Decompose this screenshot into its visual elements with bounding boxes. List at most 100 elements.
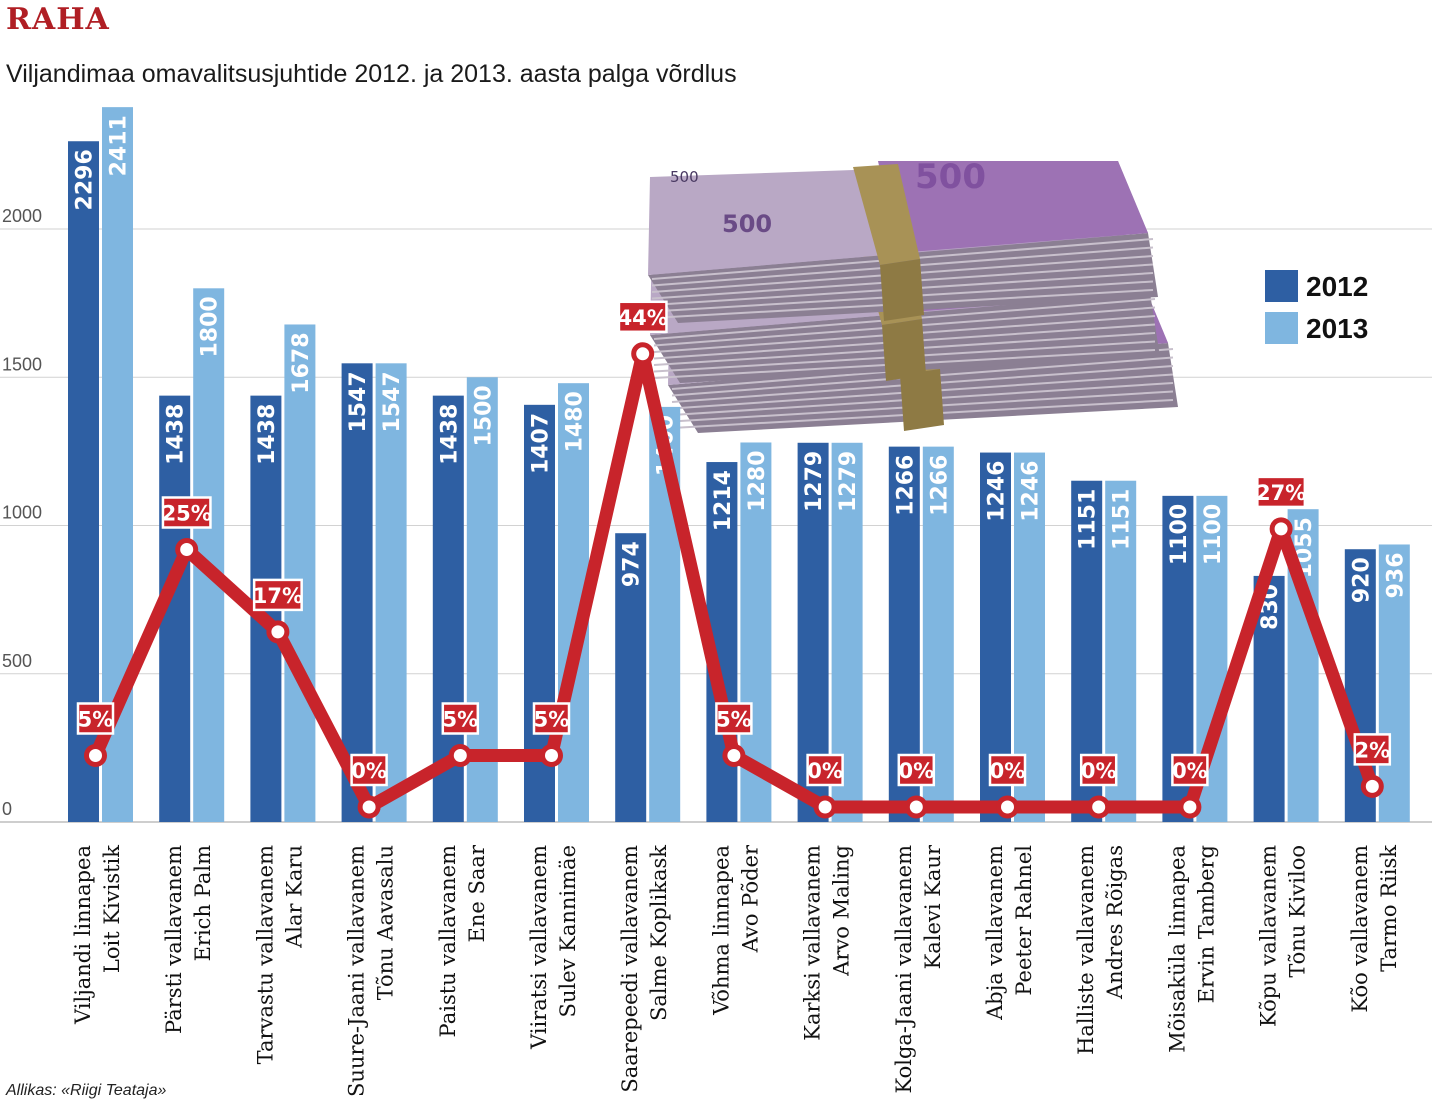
category-label: Peeter Rahnel [1012,845,1036,996]
change-label-text: 0% [1172,759,1208,783]
category-label: Viljandi linnapea [71,845,95,1025]
category-label: Ervin Tamberg [1194,845,1218,1003]
y-tick-label: 0 [2,799,12,819]
banknote-denomination: 500 [722,210,772,238]
bar-value-label: 1151 [1076,489,1101,550]
change-label-text: 5% [534,708,570,732]
category-label: Erich Palm [191,845,215,961]
bar-value-label: 1214 [711,470,736,531]
category-label: Arvo Maling [830,845,854,977]
bar-value-label: 1280 [745,450,770,511]
change-label-text: 0% [807,759,843,783]
change-label: 5% [441,702,480,735]
y-tick-label: 1000 [2,503,42,523]
change-label-text: 25% [162,502,212,526]
category-label: Kõpu vallavanem [1257,845,1281,1027]
bar-value-label: 1100 [1167,504,1192,565]
change-label-text: 0% [898,759,934,783]
category-label: Abja vallavanem [983,845,1007,1021]
change-label: 25% [161,496,212,529]
bar-value-label: 2411 [107,115,132,176]
bar-value-label: 936 [1383,552,1408,598]
change-label-box [1171,753,1209,787]
category-label: Võhma linnapea [709,845,733,1016]
change-point [813,795,837,819]
change-label-text: 5% [78,708,114,732]
category-label: Kolga-Jaani vallavanem [892,845,916,1094]
change-label-box [532,702,571,735]
category-label: Saarepeedi vallavanem [618,845,642,1093]
paper-band-side [880,259,924,321]
paper-band [853,164,920,265]
category-label: Alar Karu [282,845,306,949]
bar-2013 [375,363,407,822]
bar-2012 [341,363,373,822]
bar-value-label: 2296 [73,149,98,210]
category-label: Tarmo Riisk [1377,845,1401,972]
category-label: Kalevi Kaur [921,844,945,969]
bar-value-label: 1547 [346,371,371,432]
change-point [904,795,928,819]
bar-value-label: 920 [1349,557,1374,603]
bar-value-label: 1480 [563,391,588,452]
banknote-stack [648,161,1158,323]
change-point [1269,517,1293,541]
change-label: 5% [76,702,115,735]
change-label-text: 0% [351,759,387,783]
change-label: 0% [1079,753,1118,787]
bar-value-label: 1151 [1110,489,1135,550]
change-point [631,342,655,366]
change-label: 27% [1256,475,1306,509]
bar-value-label: 1500 [471,385,496,446]
bar-value-label: 1438 [437,404,462,465]
change-point [448,744,472,767]
bar-2013 [1378,544,1410,822]
category-label: Mõisaküla linnapea [1165,845,1189,1053]
change-label-box [252,578,303,612]
change-label: 17% [252,578,303,612]
category-label: Paistu vallavanem [436,845,460,1038]
change-label-text: 0% [1081,759,1117,783]
bar-value-label: 1266 [927,455,952,516]
category-label: Viiratsi vallavanem [527,845,551,1050]
change-label: 2% [1353,733,1392,766]
change-label: 44% [617,300,668,334]
change-label-text: 44% [618,306,668,330]
change-label-box [441,702,480,735]
banknote-denomination: 500 [670,168,699,186]
change-point [175,538,199,561]
bar-value-label: 1547 [380,371,405,432]
change-label-box [806,753,844,787]
y-tick-label: 1500 [2,354,42,374]
change-label-box [897,753,936,787]
category-label: Halliste vallavanem [1074,845,1098,1055]
y-tick-label: 2000 [2,206,42,226]
category-label: Andres Rõigas [1103,845,1127,1000]
change-label: 5% [532,702,571,735]
bar-value-label: 1279 [836,451,861,512]
change-label-box [350,753,388,787]
change-point [84,744,107,767]
bar-value-label: 1100 [1201,504,1226,565]
change-label-text: 17% [253,584,303,608]
change-point [540,744,563,767]
category-label: Tõnu Aavasalu [374,845,398,1000]
category-label: Sulev Kannimäe [556,845,580,1017]
category-label: Tõnu Kiviloo [1286,845,1310,978]
chart-title: Viljandimaa omavalitsusjuhtide 2012. ja … [6,60,737,88]
change-label: 0% [988,753,1027,787]
bar-value-label: 1279 [802,451,827,512]
change-label-box [617,300,668,334]
legend-label: 2013 [1306,313,1368,344]
change-label: 5% [715,702,753,735]
change-label-text: 2% [1354,738,1390,762]
category-label: Ene Saar [465,844,489,942]
change-label-box [76,702,115,735]
change-label: 0% [1171,753,1209,787]
paper-band-side [882,319,926,381]
change-point [266,620,290,644]
change-label-box [161,496,212,529]
change-label-box [1079,753,1118,787]
change-label-box [715,702,753,735]
